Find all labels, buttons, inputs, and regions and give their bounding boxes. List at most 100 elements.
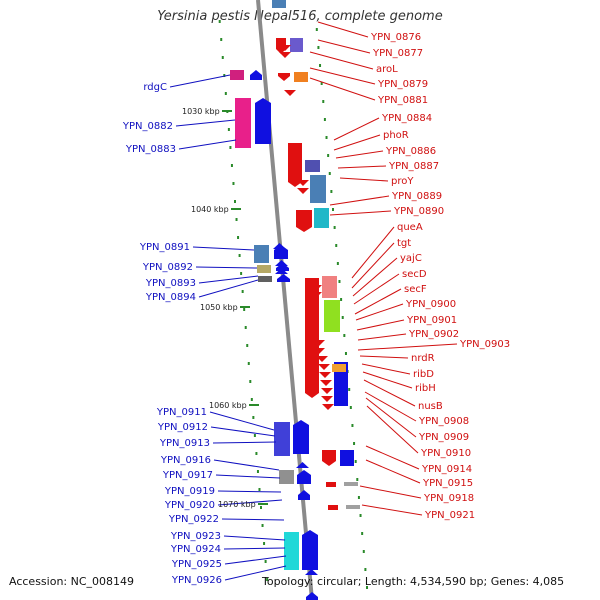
reverse-gene-glyph — [314, 208, 329, 228]
reverse-gene-leader — [317, 21, 369, 38]
reverse-gene-label: YPN_0900 — [405, 299, 456, 310]
reverse-gene-leader — [357, 333, 407, 341]
reverse-gene-label: phoR — [383, 130, 409, 141]
reverse-gene-leader — [365, 459, 421, 484]
reverse-gene-glyph — [332, 364, 346, 372]
reverse-gene-label: YPN_0877 — [372, 48, 423, 59]
scale-label: 1030 kbp — [182, 107, 220, 116]
reverse-gene-chevron — [318, 364, 330, 370]
reverse-gene-chevron — [320, 380, 332, 386]
reverse-gene-chevron — [322, 404, 334, 410]
reverse-gene-label: yajC — [400, 253, 422, 264]
forward-gene-leader — [221, 518, 285, 521]
forward-gene-chevron — [304, 553, 317, 559]
map-title: Yersinia pestis Nepal516, complete genom… — [157, 9, 443, 24]
reverse-gene-label: tgt — [397, 238, 411, 249]
reverse-gene-leader — [365, 445, 420, 470]
reverse-gene-leader — [361, 363, 411, 375]
reverse-gene-label: ribD — [413, 369, 434, 380]
forward-gene-glyph — [306, 592, 318, 600]
forward-gene-leader — [175, 119, 236, 127]
forward-gene-label: YPN_0894 — [145, 292, 196, 303]
reverse-gene-leader — [351, 226, 395, 279]
reverse-gene-glyph — [322, 450, 336, 466]
forward-gene-glyph — [250, 70, 262, 80]
reverse-gene-glyph — [305, 278, 319, 398]
reverse-gene-glyph — [305, 160, 320, 172]
forward-gene-label: YPN_0892 — [142, 262, 193, 273]
reverse-gene-leader — [329, 210, 392, 216]
reverse-gene-chevron — [284, 90, 296, 96]
forward-gene-leader — [178, 139, 237, 150]
reverse-gene-glyph — [296, 210, 312, 232]
reverse-gene-leader — [333, 134, 381, 151]
forward-gene-label: YPN_0916 — [160, 455, 211, 466]
reverse-gene-glyph — [346, 505, 360, 509]
forward-gene-glyph — [297, 470, 311, 484]
reverse-gene-label: YPN_0884 — [381, 113, 432, 124]
topology-text: Topology: circular; Length: 4,534,590 bp… — [262, 575, 565, 588]
reverse-gene-chevron — [290, 160, 302, 166]
forward-gene-label: YPN_0913 — [159, 438, 210, 449]
reverse-gene-label: YPN_0889 — [391, 191, 442, 202]
reverse-gene-label: YPN_0887 — [388, 161, 439, 172]
forward-gene-chevron — [297, 478, 310, 484]
forward-gene-label: YPN_0912 — [157, 422, 208, 433]
reverse-gene-leader — [351, 242, 395, 289]
forward-gene-chevron — [273, 243, 286, 249]
reverse-gene-chevron — [310, 285, 322, 291]
reverse-gene-chevron — [313, 348, 325, 354]
reverse-gene-leader — [362, 371, 413, 389]
forward-gene-leader — [192, 246, 255, 251]
reverse-gene-chevron — [321, 388, 333, 394]
reverse-gene-leader — [359, 485, 422, 499]
forward-gene-glyph — [235, 98, 251, 148]
forward-gene-label: YPN_0893 — [145, 278, 196, 289]
reverse-gene-glyph — [278, 73, 290, 81]
accession-text: Accession: NC_008149 — [9, 575, 135, 588]
forward-gene-leader — [224, 565, 287, 581]
reverse-gene-leader — [329, 195, 390, 206]
reverse-gene-label: YPN_0890 — [393, 206, 444, 217]
reverse-gene-chevron — [316, 356, 328, 362]
reverse-gene-label: YPN_0908 — [418, 416, 469, 427]
reverse-gene-glyph — [334, 362, 348, 406]
forward-gene-leader — [224, 555, 287, 565]
forward-gene-label: rdgC — [143, 82, 167, 93]
reverse-gene-leader — [359, 355, 409, 359]
reverse-gene-leader — [356, 319, 405, 331]
reverse-gene-leader — [366, 405, 419, 454]
reverse-gene-label: nusB — [418, 401, 443, 412]
reverse-gene-glyph — [272, 0, 286, 8]
reverse-gene-glyph — [322, 276, 337, 298]
reverse-gene-chevron — [310, 292, 322, 298]
forward-gene-label: YPN_0920 — [164, 500, 215, 511]
forward-gene-chevron — [305, 561, 318, 567]
reverse-gene-label: secF — [404, 284, 427, 295]
forward-gene-label: YPN_0891 — [139, 242, 190, 253]
reverse-gene-label: YPN_0921 — [424, 510, 475, 521]
reverse-gene-chevron — [297, 180, 309, 186]
reverse-gene-leader — [309, 77, 376, 101]
reverse-gene-label: YPN_0914 — [421, 464, 472, 475]
reverse-gene-label: YPN_0879 — [377, 79, 428, 90]
reverse-gene-label: aroL — [376, 64, 398, 75]
forward-gene-label: YPN_0924 — [170, 544, 221, 555]
forward-gene-chevron — [296, 462, 309, 468]
forward-gene-label: YPN_0923 — [170, 531, 221, 542]
forward-gene-glyph — [276, 263, 289, 271]
reverse-gene-glyph — [294, 72, 308, 82]
forward-gene-leader — [195, 266, 258, 269]
reverse-gene-leader — [339, 177, 389, 182]
reverse-gene-chevron — [297, 188, 309, 194]
reverse-gene-chevron — [319, 372, 331, 378]
scale-label: 1060 kbp — [209, 401, 247, 410]
forward-gene-glyph — [298, 490, 310, 500]
forward-gene-chevron — [275, 268, 288, 274]
scale-label: 1040 kbp — [191, 205, 229, 214]
reverse-gene-label: proY — [391, 176, 414, 187]
reverse-gene-glyph — [310, 175, 326, 203]
reverse-gene-glyph — [324, 300, 340, 332]
reverse-gene-leader — [333, 117, 380, 141]
